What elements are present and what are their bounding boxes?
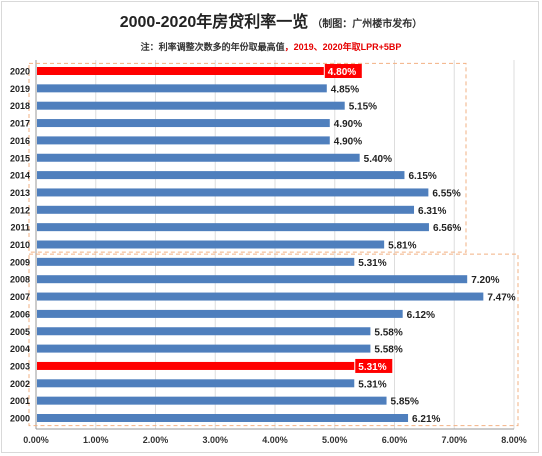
category-label: 2010 bbox=[10, 240, 30, 250]
value-label: 5.85% bbox=[391, 397, 419, 408]
category-label: 2006 bbox=[10, 309, 30, 319]
value-label: 5.31% bbox=[358, 258, 386, 269]
bar bbox=[37, 414, 409, 422]
x-tick-label: 3.00% bbox=[202, 435, 228, 445]
value-label: 5.31% bbox=[358, 362, 386, 373]
bar bbox=[37, 153, 360, 162]
bar bbox=[37, 257, 355, 266]
x-tick-label: 7.00% bbox=[441, 435, 467, 445]
value-label: 4.85% bbox=[331, 84, 359, 95]
value-label: 6.31% bbox=[418, 206, 446, 217]
bar bbox=[37, 119, 330, 128]
value-label: 5.81% bbox=[388, 241, 416, 252]
bar bbox=[37, 327, 371, 336]
value-label: 6.55% bbox=[432, 188, 460, 199]
value-label: 4.90% bbox=[334, 136, 362, 147]
group-box bbox=[28, 253, 519, 427]
value-label: 5.58% bbox=[374, 327, 402, 338]
bar bbox=[37, 67, 324, 75]
category-label: 2018 bbox=[10, 101, 30, 111]
bar bbox=[37, 223, 429, 232]
bar bbox=[37, 84, 327, 93]
bar bbox=[37, 101, 345, 110]
category-label: 2016 bbox=[10, 136, 30, 146]
bar bbox=[37, 344, 371, 353]
chart-subtitle: （制图：广州楼市发布） bbox=[312, 19, 423, 30]
value-label: 6.15% bbox=[408, 171, 436, 182]
value-label: 7.47% bbox=[487, 293, 515, 304]
x-tick-label: 0.00% bbox=[23, 435, 49, 445]
bar bbox=[37, 205, 415, 214]
value-label: 7.20% bbox=[471, 275, 499, 286]
value-label: 5.40% bbox=[364, 154, 392, 165]
x-tick-label: 2.00% bbox=[143, 435, 169, 445]
x-tick-label: 4.00% bbox=[262, 435, 288, 445]
x-tick-label: 1.00% bbox=[83, 435, 109, 445]
group-box bbox=[28, 62, 467, 253]
category-label: 2015 bbox=[10, 153, 30, 163]
value-label: 5.15% bbox=[349, 102, 377, 113]
category-label: 2007 bbox=[10, 292, 30, 302]
value-label: 5.31% bbox=[358, 379, 386, 390]
value-label: 6.56% bbox=[433, 223, 461, 234]
category-label: 2005 bbox=[10, 327, 30, 337]
bar bbox=[37, 361, 355, 370]
value-label-highlight-box bbox=[324, 64, 362, 78]
value-label: 5.58% bbox=[374, 345, 402, 356]
bar bbox=[37, 275, 468, 284]
category-label: 2011 bbox=[10, 223, 30, 233]
category-label: 2009 bbox=[10, 257, 30, 267]
category-label: 2017 bbox=[10, 119, 30, 129]
bar bbox=[37, 396, 387, 405]
category-label: 2002 bbox=[10, 379, 30, 389]
category-label: 2019 bbox=[10, 84, 30, 94]
value-label: 4.90% bbox=[334, 119, 362, 130]
category-label: 2003 bbox=[10, 361, 30, 371]
bar bbox=[37, 240, 385, 249]
x-tick-label: 6.00% bbox=[382, 435, 408, 445]
category-label: 2020 bbox=[10, 67, 30, 77]
category-label: 2004 bbox=[10, 344, 30, 354]
category-label: 2014 bbox=[10, 171, 30, 181]
chart-title: 2000-2020年房贷利率一览 bbox=[119, 14, 309, 31]
value-label: 4.80% bbox=[328, 67, 356, 78]
chart-note: 注：利率调整次数多的年份取最高值，2019、2020年取LPR+5BP bbox=[0, 40, 542, 53]
bar bbox=[37, 292, 484, 301]
value-label: 6.12% bbox=[407, 310, 435, 321]
x-tick-label: 8.00% bbox=[501, 435, 527, 445]
value-label-highlight-box bbox=[355, 358, 393, 373]
category-label: 2013 bbox=[10, 188, 30, 198]
category-label: 2012 bbox=[10, 205, 30, 215]
x-tick-label: 5.00% bbox=[322, 435, 348, 445]
note-highlight: ，2019、2020年取LPR+5BP bbox=[284, 42, 402, 52]
bar bbox=[37, 171, 405, 180]
bar bbox=[37, 136, 330, 145]
bar bbox=[37, 309, 403, 318]
category-label: 2001 bbox=[10, 396, 30, 406]
bar bbox=[37, 188, 429, 197]
category-label: 2000 bbox=[10, 414, 30, 424]
note-text: 注：利率调整次数多的年份取最高值 bbox=[140, 42, 285, 52]
category-label: 2008 bbox=[10, 275, 30, 285]
chart-title-block: 2000-2020年房贷利率一览 （制图：广州楼市发布） bbox=[0, 8, 542, 32]
value-label: 6.21% bbox=[412, 414, 440, 425]
bar bbox=[37, 379, 355, 388]
